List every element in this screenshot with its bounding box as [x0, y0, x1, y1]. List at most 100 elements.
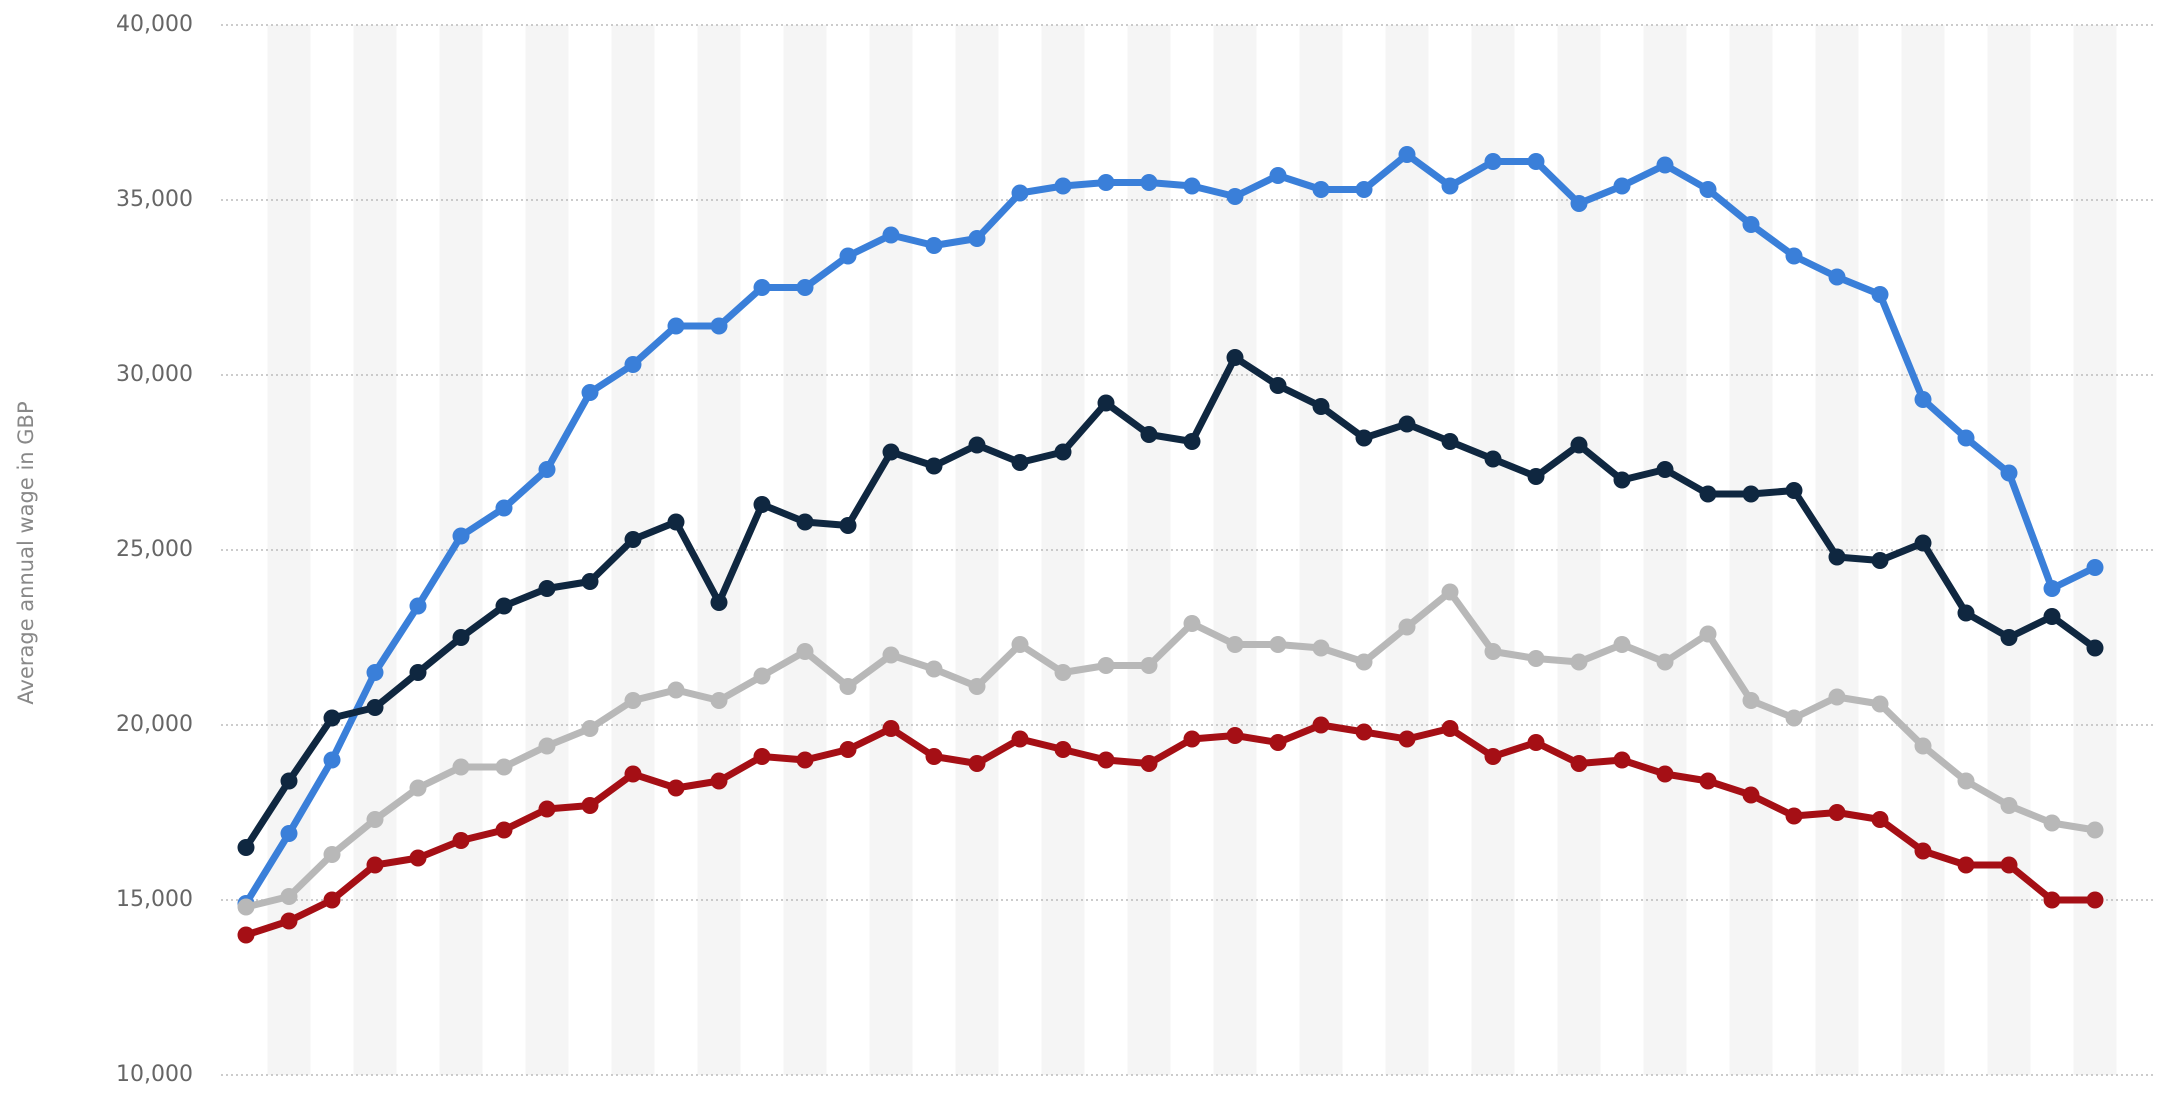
y-tick-label: 40,000 — [116, 12, 193, 37]
data-point — [1871, 811, 1889, 828]
data-point — [1441, 177, 1459, 195]
data-point — [753, 667, 771, 685]
data-point — [1011, 636, 1029, 653]
data-point — [1398, 415, 1416, 433]
data-point — [1097, 174, 1115, 191]
data-point — [1914, 737, 1932, 755]
data-point — [538, 800, 556, 818]
data-point — [1355, 429, 1373, 447]
data-point — [2086, 891, 2104, 909]
data-point — [1054, 443, 1072, 461]
data-point — [1226, 349, 1244, 366]
data-point — [1656, 765, 1674, 783]
data-point — [667, 681, 685, 699]
data-point — [1785, 247, 1803, 265]
data-point — [796, 643, 814, 660]
data-point — [1183, 615, 1201, 632]
data-point — [925, 457, 943, 475]
data-point — [323, 709, 341, 727]
data-point — [1871, 552, 1889, 569]
data-point — [1742, 786, 1760, 804]
data-point — [753, 496, 771, 513]
y-tick-label: 20,000 — [116, 712, 193, 737]
data-point — [1527, 650, 1545, 667]
data-point — [1011, 184, 1029, 202]
y-tick-label: 35,000 — [116, 187, 193, 212]
data-point — [710, 692, 728, 709]
data-point — [1312, 716, 1330, 734]
data-point — [925, 237, 943, 254]
data-point — [1269, 636, 1287, 653]
data-point — [667, 513, 685, 531]
column-band — [1987, 25, 2031, 1075]
column-band — [1213, 25, 1257, 1075]
data-point — [495, 821, 513, 839]
data-point — [1140, 755, 1158, 772]
column-band — [1127, 25, 1171, 1075]
column-band — [353, 25, 397, 1075]
data-point — [1828, 548, 1846, 566]
data-point — [624, 356, 642, 373]
data-point — [1785, 709, 1803, 727]
data-point — [1828, 688, 1846, 706]
data-point — [366, 699, 384, 716]
data-point — [753, 279, 771, 296]
data-point — [1527, 468, 1545, 485]
data-point — [581, 797, 599, 814]
data-point — [280, 912, 298, 930]
data-point — [1226, 188, 1244, 205]
data-point — [1441, 433, 1459, 450]
data-point — [495, 597, 513, 615]
data-point — [581, 573, 599, 590]
data-point — [925, 748, 943, 765]
series-line — [242, 151, 2099, 907]
data-point — [538, 737, 556, 755]
data-point — [1312, 181, 1330, 198]
data-point — [581, 720, 599, 737]
data-point — [1871, 695, 1889, 713]
data-point — [1398, 618, 1416, 636]
data-point — [366, 856, 384, 874]
data-point — [839, 517, 857, 534]
data-point — [1011, 730, 1029, 748]
data-point — [968, 436, 986, 454]
data-point — [968, 678, 986, 695]
data-point — [1871, 286, 1889, 303]
data-point — [2086, 559, 2104, 576]
data-point — [2043, 891, 2061, 909]
data-point — [882, 646, 900, 664]
data-point — [1656, 156, 1674, 174]
data-point — [1699, 485, 1717, 503]
lines — [237, 146, 2104, 944]
data-point — [1957, 772, 1975, 790]
data-point — [968, 755, 986, 772]
data-point — [1269, 167, 1287, 184]
data-point — [1484, 153, 1502, 170]
data-point — [452, 832, 470, 849]
data-point — [925, 660, 943, 678]
data-point — [280, 825, 298, 842]
data-point — [1054, 741, 1072, 758]
data-point — [1140, 174, 1158, 191]
data-point — [452, 629, 470, 646]
data-point — [366, 811, 384, 828]
data-point — [2000, 629, 2018, 646]
data-point — [1398, 730, 1416, 748]
data-point — [882, 720, 900, 737]
data-point — [796, 751, 814, 769]
data-point — [1484, 748, 1502, 765]
data-point — [323, 751, 341, 769]
data-point — [323, 891, 341, 909]
data-point — [323, 846, 341, 863]
data-point — [2086, 821, 2104, 839]
data-point — [1097, 751, 1115, 769]
data-point — [1699, 625, 1717, 643]
data-point — [882, 443, 900, 461]
data-point — [1957, 856, 1975, 874]
data-point — [1054, 177, 1072, 195]
data-point — [538, 461, 556, 478]
data-point — [1441, 720, 1459, 737]
y-tick-label: 15,000 — [116, 887, 193, 912]
column-band — [2073, 25, 2117, 1075]
